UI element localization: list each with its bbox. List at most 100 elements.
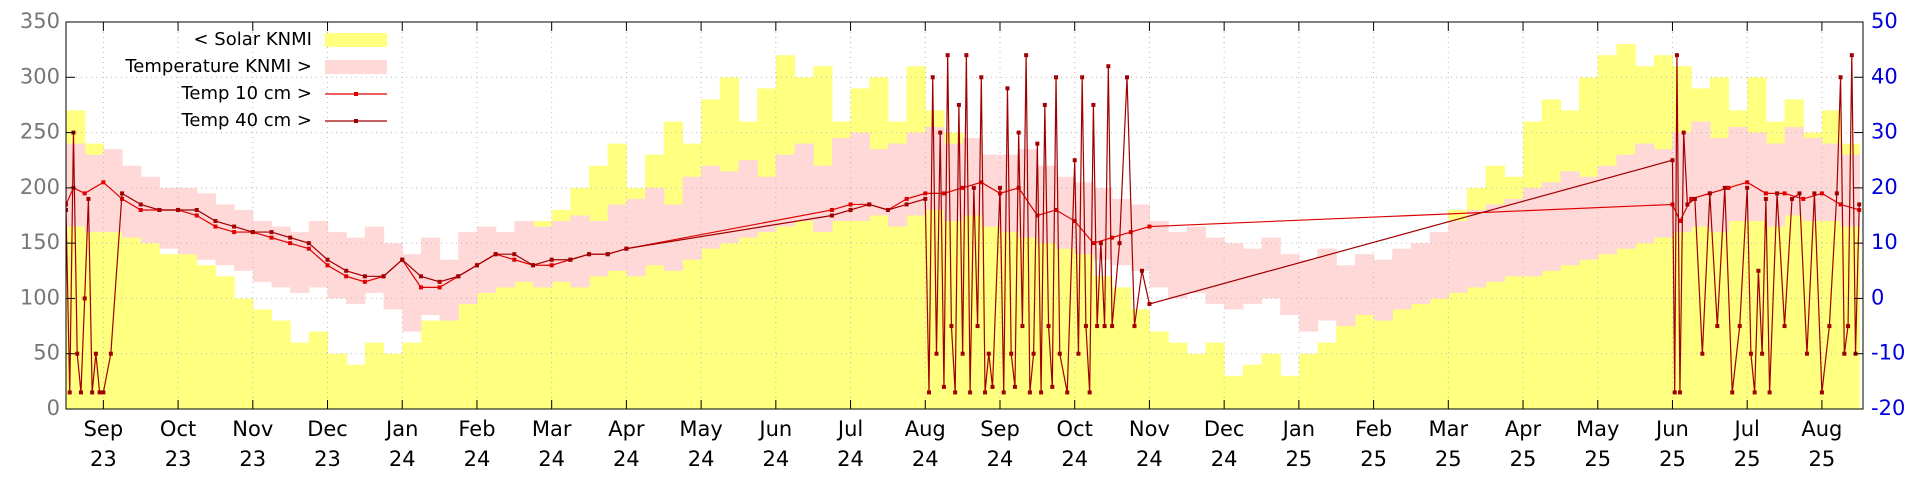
legend-swatch-point [354, 92, 358, 96]
temperature-band [1541, 182, 1561, 271]
temperature-point [232, 230, 237, 235]
legend-swatch [325, 33, 387, 47]
x-tick-label: Nov 23 [232, 417, 274, 471]
x-tick-label: Mar 25 [1428, 417, 1469, 471]
solar-bar [346, 364, 366, 409]
temperature-point [1827, 324, 1832, 329]
temperature-band [1579, 176, 1599, 260]
temperature-point [1685, 202, 1690, 207]
temperature-band [831, 138, 852, 222]
temperature-point [1139, 268, 1144, 273]
temperature-point [983, 390, 988, 395]
temperature-point [530, 263, 535, 268]
temperature-point [549, 263, 554, 268]
solar-bar [1130, 309, 1151, 409]
solar-bar [1336, 320, 1356, 409]
temperature-point [1838, 202, 1843, 207]
temperature-point [67, 390, 72, 395]
temperature-band [271, 226, 291, 288]
temperature-point [848, 202, 853, 207]
temperature-band [1784, 127, 1804, 216]
axes: 0 50 100 150 200 250 300 350 -20 -10 0 10 20 30 40 50 [20, 9, 1905, 420]
temperature-band [420, 237, 441, 316]
solar-bar [1392, 287, 1412, 409]
temperature-point [1020, 324, 1025, 329]
solar-bar [1224, 375, 1244, 409]
x-tick-label: Jul 25 [1733, 417, 1761, 471]
solar-bar [1354, 309, 1375, 409]
solar-bar [196, 265, 217, 409]
solar-bar [364, 342, 385, 409]
temperature-band [159, 187, 179, 249]
temperature-point [941, 384, 946, 389]
temperature-band [719, 171, 740, 244]
temperature-point [1726, 185, 1731, 190]
solar-bar [215, 276, 235, 409]
temperature-point [437, 279, 442, 284]
temperature-point [979, 75, 984, 80]
legend-label: < Solar KNMI [193, 29, 312, 50]
y2-tick-label: 40 [1871, 64, 1898, 88]
temperature-point [82, 296, 87, 301]
temperature-point [923, 191, 928, 196]
x-tick-label: Oct 24 [1056, 417, 1093, 471]
temperature-band [439, 259, 459, 321]
legend-swatch [325, 60, 387, 74]
temperature-point [1722, 185, 1727, 190]
temperature-point [960, 185, 965, 190]
temperature-point [867, 202, 872, 207]
x-tick-label: Feb 24 [458, 417, 496, 471]
solar-bar [1298, 353, 1319, 409]
temperature-band [252, 221, 273, 282]
temperature-point [1065, 390, 1070, 395]
temperature-point [325, 263, 330, 268]
solar-bar [1205, 342, 1225, 409]
temperature-band [981, 154, 1001, 227]
temperature-point [1700, 351, 1705, 356]
temperature-point [1110, 235, 1115, 240]
temperature-band [1653, 149, 1674, 238]
temperature-point [1715, 324, 1720, 329]
temperature-band [1336, 265, 1356, 327]
temperature-band [1691, 121, 1711, 227]
temperature-point [956, 102, 961, 107]
lines [66, 53, 1862, 395]
solar-bar [252, 309, 273, 409]
temperature-point [1745, 180, 1750, 185]
temperature-band [1597, 165, 1618, 255]
solar-bar [869, 77, 889, 409]
temperature-band [1728, 127, 1748, 222]
temperature-band [1280, 254, 1300, 316]
temperature-point [1672, 390, 1677, 395]
x-tick-label: May 25 [1576, 417, 1620, 471]
temperature-point [1046, 324, 1051, 329]
y2-tick-label: 20 [1871, 175, 1898, 199]
temperature-point [97, 390, 102, 395]
temperature-band [1392, 248, 1412, 310]
x-tick-label: Dec 23 [307, 417, 348, 471]
temperature-point [306, 241, 311, 246]
legend: < Solar KNMI Temperature KNMI > Temp 10 cm… [124, 29, 387, 131]
temperature-band [1205, 237, 1225, 304]
temperature-band [701, 165, 721, 249]
temperature-point [1001, 390, 1006, 395]
temperature-band [1635, 143, 1655, 244]
solar-bar [514, 243, 534, 409]
solar-bar [607, 143, 627, 409]
solar-bar [1261, 353, 1281, 409]
temperature-band [645, 187, 665, 266]
y-tick-label: 350 [20, 9, 60, 33]
temperature-point [176, 207, 181, 212]
solar-bar [290, 342, 310, 409]
temperature-point [232, 224, 237, 229]
temperature-point [829, 213, 834, 218]
temperature-point [381, 274, 386, 279]
temperature-band [1485, 204, 1505, 282]
temperature-point [344, 274, 349, 279]
temperature-point [418, 285, 423, 290]
solar-bar [1149, 331, 1169, 409]
temperature-point [1782, 324, 1787, 329]
y-tick-label: 150 [20, 230, 60, 254]
temperature-band [346, 237, 366, 304]
